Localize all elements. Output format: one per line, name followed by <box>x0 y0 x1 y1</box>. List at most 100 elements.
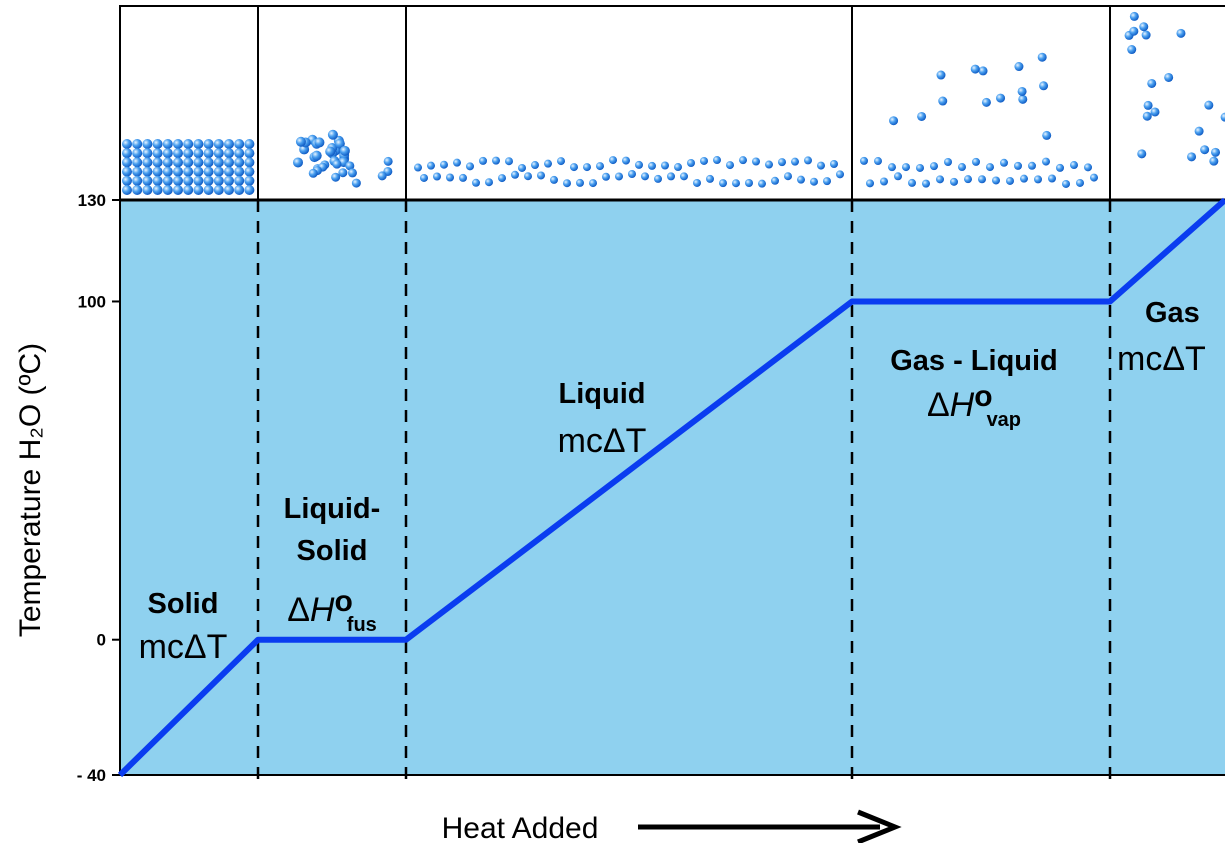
formula-sub: vap <box>987 409 1021 431</box>
particle <box>132 185 142 195</box>
particle <box>224 167 234 177</box>
particle <box>1084 163 1092 171</box>
particle <box>752 158 760 166</box>
particle <box>204 157 214 167</box>
particle <box>234 167 244 177</box>
particle <box>459 174 467 182</box>
particle <box>719 179 727 187</box>
particle <box>1187 152 1196 161</box>
particle <box>958 163 966 171</box>
particle <box>1042 131 1051 140</box>
particle <box>654 175 662 183</box>
particle <box>944 158 952 166</box>
y-tick-label: 130 <box>78 191 106 210</box>
particle <box>576 179 584 187</box>
particle <box>791 158 799 166</box>
particle <box>122 157 132 167</box>
particle <box>1039 81 1048 90</box>
particle <box>505 157 513 165</box>
particle <box>472 179 480 187</box>
particle <box>132 139 142 149</box>
particle <box>778 158 786 166</box>
particle <box>888 163 896 171</box>
particle <box>810 178 818 186</box>
particle <box>537 171 545 179</box>
particle <box>531 161 539 169</box>
formula: mcΔT <box>558 422 647 460</box>
particle <box>122 148 132 158</box>
particle <box>142 185 152 195</box>
particle <box>122 139 132 149</box>
particle <box>726 161 734 169</box>
particle <box>293 157 303 167</box>
particle <box>784 172 792 180</box>
particle <box>713 156 721 164</box>
particle <box>830 160 838 168</box>
particle <box>122 176 132 186</box>
particle <box>352 179 361 188</box>
particle <box>224 148 234 158</box>
particle <box>992 176 1000 184</box>
particle <box>314 137 324 147</box>
particle <box>641 172 649 180</box>
particle <box>214 167 224 177</box>
particle <box>1070 161 1078 169</box>
particle <box>894 172 902 180</box>
particle <box>331 173 340 182</box>
particle <box>440 161 448 169</box>
particle <box>173 157 183 167</box>
particle <box>132 176 142 186</box>
particle <box>153 148 163 158</box>
particle <box>492 157 500 165</box>
particle <box>153 167 163 177</box>
particle <box>224 185 234 195</box>
particle <box>414 164 422 172</box>
chart: Temperature H₂O (ºC) Heat Added - 400100… <box>0 0 1225 843</box>
particle <box>908 179 916 187</box>
particle <box>628 170 636 178</box>
particle <box>244 185 254 195</box>
particle <box>193 176 203 186</box>
formula-var: H <box>310 591 335 629</box>
particle <box>1090 174 1098 182</box>
particle <box>1034 175 1042 183</box>
particle <box>771 177 779 185</box>
particle <box>224 157 234 167</box>
particle <box>204 167 214 177</box>
particle <box>1204 101 1213 110</box>
page: Temperature H₂O (ºC) Heat Added - 400100… <box>0 0 1225 843</box>
particle <box>325 146 335 156</box>
particle <box>986 163 994 171</box>
particle <box>163 167 173 177</box>
particle <box>183 185 193 195</box>
particle <box>889 116 898 125</box>
particle <box>1195 127 1204 136</box>
particle <box>204 148 214 158</box>
particle <box>332 160 341 169</box>
particle <box>661 162 669 170</box>
x-axis-label: Heat Added <box>442 812 599 843</box>
particle <box>173 167 183 177</box>
particle <box>745 179 753 187</box>
particle <box>797 176 805 184</box>
particle <box>700 157 708 165</box>
particle <box>1200 145 1209 154</box>
particle <box>204 139 214 149</box>
particle <box>132 157 142 167</box>
particle <box>1164 73 1173 82</box>
particle <box>193 167 203 177</box>
particle <box>173 148 183 158</box>
particle <box>518 164 526 172</box>
particle <box>446 174 454 182</box>
particle <box>979 66 988 75</box>
particle <box>1048 174 1056 182</box>
phase-label: Solid <box>148 588 219 620</box>
particle <box>214 139 224 149</box>
particle <box>570 163 578 171</box>
particle <box>309 169 318 178</box>
particle <box>596 162 604 170</box>
particle <box>739 156 747 164</box>
y-axis-label: Temperature H₂O (ºC) <box>14 343 47 637</box>
particle <box>648 162 656 170</box>
particle <box>1144 101 1153 110</box>
